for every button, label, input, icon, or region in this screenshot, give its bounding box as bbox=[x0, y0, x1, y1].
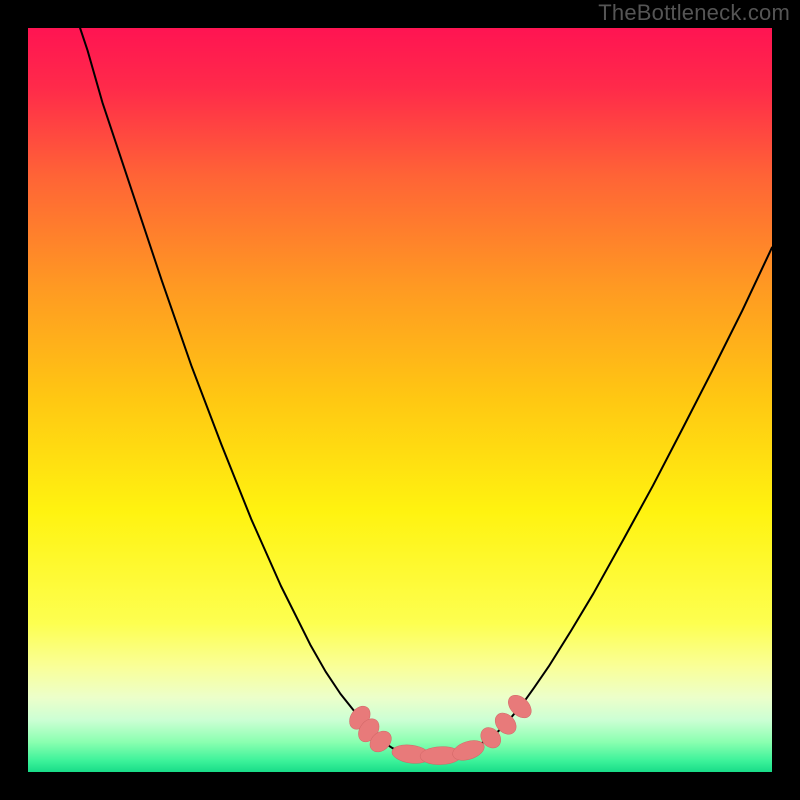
bottleneck-curve bbox=[80, 28, 772, 756]
chart-svg-layer bbox=[28, 28, 772, 772]
watermark-text: TheBottleneck.com bbox=[598, 0, 790, 26]
chart-plot-area bbox=[28, 28, 772, 772]
